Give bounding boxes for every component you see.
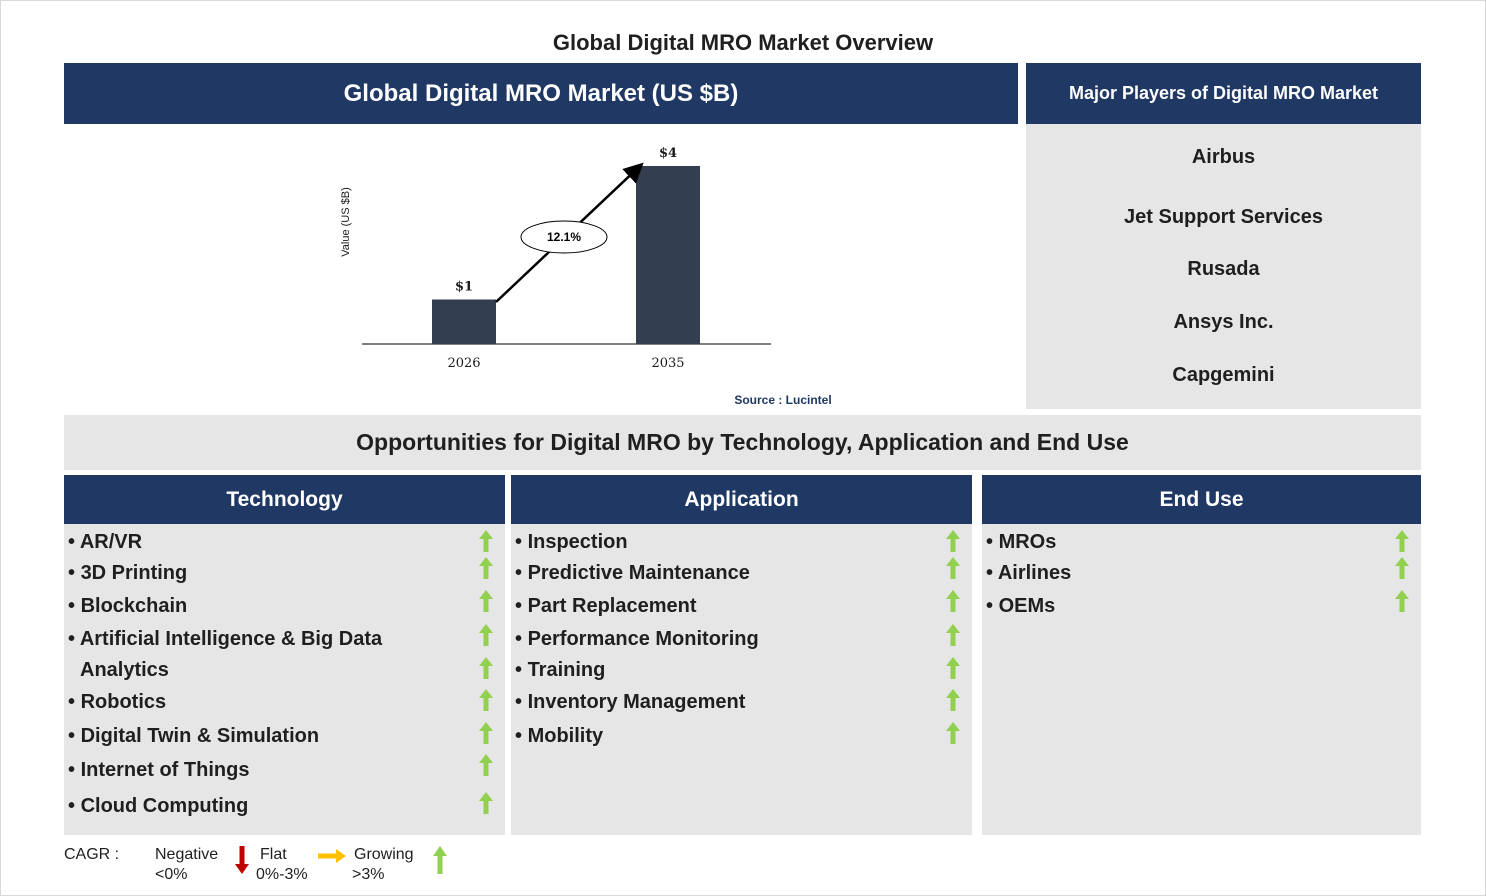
application-item: • Mobility bbox=[515, 725, 604, 747]
legend-growing-label: Growing >3% bbox=[352, 846, 414, 883]
growing-arrow-icon bbox=[1395, 590, 1409, 612]
application-column: • Inspection • Predictive Maintenance • … bbox=[511, 524, 972, 835]
growing-arrow-icon bbox=[479, 792, 493, 814]
application-item: • Performance Monitoring bbox=[515, 628, 759, 650]
legend-negative-label: Negative <0% bbox=[155, 846, 219, 883]
technology-item: • Cloud Computing bbox=[68, 795, 249, 817]
application-column-header: Application bbox=[511, 475, 972, 524]
growing-legend-arrow-icon bbox=[433, 846, 447, 874]
x-tick-label: 2026 bbox=[447, 356, 480, 371]
legend-flat-label: Flat 0%-3% bbox=[256, 846, 308, 883]
bar-value-label: $4 bbox=[659, 146, 677, 161]
application-item: • Predictive Maintenance bbox=[515, 562, 750, 584]
application-item: • Inspection bbox=[515, 531, 628, 553]
player-item: Airbus bbox=[1191, 146, 1256, 168]
end-use-column-header: End Use bbox=[982, 475, 1421, 524]
bar-value-label: $1 bbox=[455, 280, 473, 295]
technology-item: • 3D Printing bbox=[68, 562, 188, 584]
end-use-item: • MROs bbox=[986, 531, 1057, 553]
growing-arrow-icon bbox=[479, 754, 493, 776]
cagr-ellipse bbox=[520, 220, 608, 254]
player-item: Ansys Inc. bbox=[1173, 311, 1274, 333]
growing-arrow-icon bbox=[946, 530, 960, 552]
growing-arrow-icon bbox=[1395, 557, 1409, 579]
growing-arrow-icon bbox=[479, 657, 493, 679]
players-header: Major Players of Digital MRO Market bbox=[1026, 63, 1421, 124]
player-item: Capgemini bbox=[1172, 364, 1275, 386]
growing-arrow-icon bbox=[946, 590, 960, 612]
x-tick-label: 2035 bbox=[651, 356, 684, 371]
growing-arrow-icon bbox=[946, 657, 960, 679]
technology-column-header: Technology bbox=[64, 475, 505, 524]
legend-cagr-label: CAGR : bbox=[64, 846, 120, 863]
market-chart-header: Global Digital MRO Market (US $B) bbox=[64, 63, 1018, 124]
growing-arrow-icon bbox=[946, 624, 960, 646]
flat-arrow-icon bbox=[318, 849, 346, 863]
page-title: Global Digital MRO Market Overview bbox=[552, 30, 934, 55]
technology-column: • AR/VR • 3D Printing • Blockchain • Art… bbox=[64, 524, 505, 835]
growing-arrow-icon bbox=[1395, 530, 1409, 552]
player-item: Rusada bbox=[1187, 258, 1260, 280]
market-bar-chart: Value (US $B) $1 2026 $4 2035 12.1% Source … bbox=[340, 146, 832, 407]
technology-item: • Robotics bbox=[68, 691, 167, 713]
technology-item: • AR/VR bbox=[68, 531, 143, 553]
bar-2035 bbox=[636, 166, 700, 344]
growing-arrow-icon bbox=[479, 557, 493, 579]
growing-arrow-icon bbox=[479, 689, 493, 711]
end-use-item: • OEMs bbox=[986, 595, 1056, 617]
growing-arrow-icon bbox=[946, 722, 960, 744]
growing-arrow-icon bbox=[479, 722, 493, 744]
end-use-column: • MROs • Airlines • OEMs bbox=[982, 524, 1421, 835]
negative-arrow-icon bbox=[235, 846, 249, 874]
players-panel: Airbus Jet Support Services Rusada Ansys… bbox=[1026, 124, 1421, 409]
source-label: Source : Lucintel bbox=[734, 393, 831, 407]
bar-2026 bbox=[432, 299, 496, 344]
growing-arrow-icon bbox=[479, 590, 493, 612]
application-item: • Inventory Management bbox=[515, 691, 746, 713]
application-item: • Part Replacement bbox=[515, 595, 697, 617]
technology-item: • Artificial Intelligence & Big Data bbox=[68, 628, 383, 650]
technology-item: • Internet of Things bbox=[68, 759, 250, 781]
player-item: Jet Support Services bbox=[1124, 206, 1323, 228]
technology-item-continuation: Analytics bbox=[80, 659, 169, 681]
growing-arrow-icon bbox=[479, 624, 493, 646]
technology-item: • Digital Twin & Simulation bbox=[68, 725, 320, 747]
cagr-label: 12.1% bbox=[547, 230, 581, 244]
technology-item: • Blockchain bbox=[68, 595, 188, 617]
opportunities-banner: Opportunities for Digital MRO by Technol… bbox=[64, 415, 1421, 470]
growing-arrow-icon bbox=[946, 557, 960, 579]
y-axis-label: Value (US $B) bbox=[340, 187, 352, 257]
end-use-item: • Airlines bbox=[986, 562, 1072, 584]
growing-arrow-icon bbox=[946, 689, 960, 711]
application-item: • Training bbox=[515, 659, 606, 681]
growing-arrow-icon bbox=[479, 530, 493, 552]
